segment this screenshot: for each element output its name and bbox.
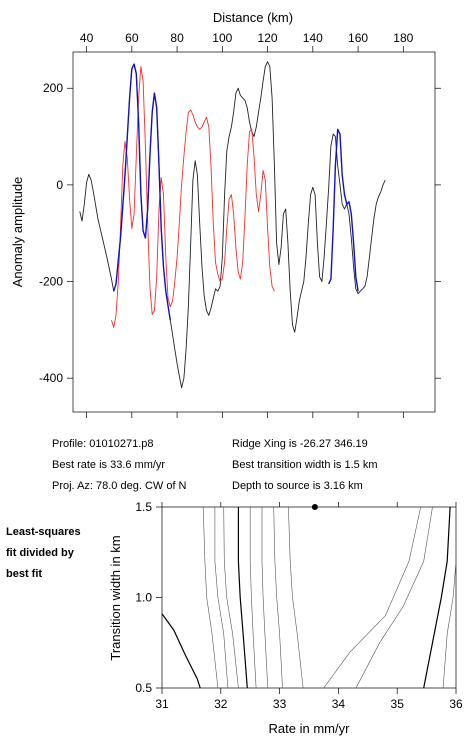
contour-x-tick-label: 36 bbox=[449, 697, 463, 711]
anomaly-x-axis-label: Distance (km) bbox=[213, 10, 293, 25]
contour-line bbox=[261, 507, 269, 689]
series-window-a bbox=[113, 63, 171, 321]
anomaly-chart: Distance (km) Anomaly amplitude 40 60 80 10… bbox=[10, 10, 441, 418]
series-observed bbox=[79, 61, 386, 389]
anomaly-x-tick-label: 100 bbox=[212, 31, 232, 45]
contour-lines bbox=[161, 504, 457, 689]
anomaly-x-tick-label: 180 bbox=[393, 31, 413, 45]
depth-to-source: Depth to source is 3.16 km bbox=[232, 480, 363, 492]
misfit-contour-chart: Rate in mm/yr Transition width in km 31 3… bbox=[108, 500, 463, 736]
profile-info: Profile: 01010271.p8 Best rate is 33.6 m… bbox=[52, 438, 378, 492]
anomaly-x-tick-label: 60 bbox=[125, 31, 139, 45]
contour-line bbox=[442, 507, 457, 689]
anomaly-x-tick-label: 120 bbox=[258, 31, 278, 45]
best-transition-width: Best transition width is 1.5 km bbox=[232, 459, 378, 471]
contour-y-tick-label: 1.0 bbox=[135, 591, 152, 605]
contour-line bbox=[161, 613, 201, 689]
contour-line bbox=[202, 506, 219, 689]
contour-line bbox=[223, 506, 239, 689]
contour-line bbox=[323, 506, 421, 689]
anomaly-series bbox=[79, 61, 386, 389]
anomaly-plot-frame bbox=[72, 51, 436, 413]
series-window-b bbox=[328, 128, 359, 292]
contour-line bbox=[355, 506, 433, 689]
contour-ticks: 31 32 33 34 35 36 0.5 1.0 1.5 bbox=[135, 500, 463, 711]
contour-y-tick-label: 1.5 bbox=[135, 500, 152, 514]
contour-line bbox=[288, 506, 304, 689]
side-label-line-2: fit divided by bbox=[6, 547, 75, 559]
projection-azimuth: Proj. Az: 78.0 deg. CW of N bbox=[52, 480, 187, 492]
contour-y-tick-label: 0.5 bbox=[135, 681, 152, 695]
contour-x-tick-label: 33 bbox=[273, 697, 287, 711]
anomaly-y-tick-label: -400 bbox=[39, 371, 63, 385]
anomaly-y-tick-label: 200 bbox=[43, 81, 63, 95]
ridge-crossing: Ridge Xing is -26.27 346.19 bbox=[232, 438, 368, 450]
contour-line bbox=[249, 507, 257, 689]
contour-x-tick-label: 35 bbox=[391, 697, 405, 711]
contour-plot-frame bbox=[161, 506, 457, 689]
side-label: Least-squares fit divided by best fit bbox=[6, 526, 81, 580]
profile-name: Profile: 01010271.p8 bbox=[52, 438, 154, 450]
anomaly-x-tick-label: 160 bbox=[348, 31, 368, 45]
anomaly-ticks: 40 60 80 100 120 140 160 180 200 0 -200 -400 bbox=[39, 31, 441, 418]
contour-line bbox=[423, 506, 451, 689]
anomaly-x-tick-label: 140 bbox=[303, 31, 323, 45]
contour-line bbox=[237, 507, 248, 689]
contour-x-tick-label: 31 bbox=[155, 697, 169, 711]
anomaly-y-tick-label: 0 bbox=[56, 178, 63, 192]
contour-line bbox=[273, 506, 283, 689]
anomaly-x-tick-label: 80 bbox=[170, 31, 184, 45]
anomaly-y-axis-label: Anomaly amplitude bbox=[10, 177, 25, 288]
contour-y-axis-label: Transition width in km bbox=[108, 535, 123, 660]
side-label-line-3: best fit bbox=[6, 568, 42, 580]
contour-x-tick-label: 32 bbox=[214, 697, 228, 711]
series-model bbox=[111, 66, 275, 328]
anomaly-y-tick-label: -200 bbox=[39, 275, 63, 289]
contour-x-tick-label: 34 bbox=[332, 697, 346, 711]
best-fit-marker bbox=[311, 504, 318, 510]
best-rate: Best rate is 33.6 mm/yr bbox=[52, 459, 165, 471]
contour-line bbox=[214, 507, 229, 689]
contour-x-axis-label: Rate in mm/yr bbox=[269, 721, 351, 736]
anomaly-x-tick-label: 40 bbox=[80, 31, 94, 45]
side-label-line-1: Least-squares bbox=[6, 526, 81, 538]
